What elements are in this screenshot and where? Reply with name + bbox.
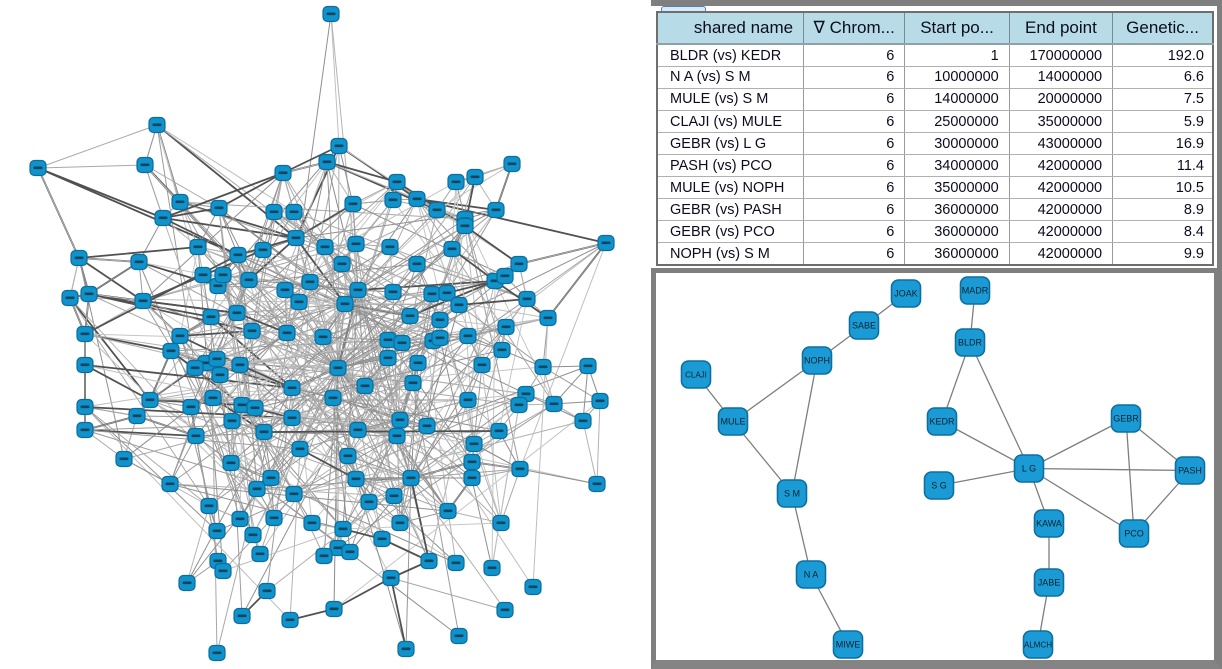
svg-text:N A: N A bbox=[804, 570, 819, 580]
svg-text:MULE: MULE bbox=[720, 417, 745, 427]
svg-text:KEDR: KEDR bbox=[929, 417, 955, 427]
svg-text:S M: S M bbox=[784, 489, 800, 499]
svg-text:BLDR: BLDR bbox=[958, 338, 983, 348]
svg-text:JABE: JABE bbox=[1038, 578, 1061, 588]
svg-text:JOAK: JOAK bbox=[894, 289, 918, 299]
svg-text:CLAJI: CLAJI bbox=[685, 371, 707, 380]
svg-text:SABE: SABE bbox=[852, 321, 876, 331]
svg-text:PASH: PASH bbox=[1178, 466, 1202, 476]
svg-text:PCO: PCO bbox=[1124, 529, 1144, 539]
svg-text:GEBR: GEBR bbox=[1113, 414, 1139, 424]
svg-text:S G: S G bbox=[931, 481, 947, 491]
svg-text:L G: L G bbox=[1022, 464, 1036, 474]
svg-text:MADR: MADR bbox=[962, 286, 989, 296]
svg-text:NOPH: NOPH bbox=[804, 356, 830, 366]
svg-text:KAWA: KAWA bbox=[1036, 519, 1062, 529]
svg-text:ALMCH: ALMCH bbox=[1024, 641, 1052, 650]
svg-text:MIWE: MIWE bbox=[836, 640, 861, 650]
